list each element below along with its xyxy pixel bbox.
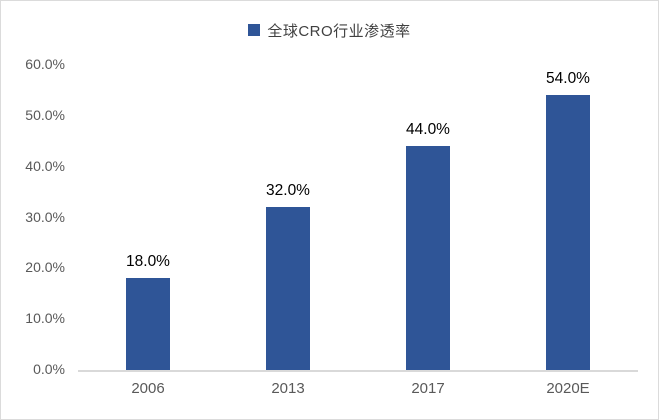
legend-label: 全球CRO行业渗透率 xyxy=(267,22,411,40)
bar xyxy=(406,146,450,370)
bar xyxy=(266,207,310,370)
x-tick-label: 2017 xyxy=(411,380,445,397)
bar xyxy=(126,278,170,370)
x-tick-label: 2006 xyxy=(131,380,165,397)
y-tick-label: 0.0% xyxy=(33,361,65,377)
bar-slot: 18.0% xyxy=(78,65,218,370)
bar-data-label: 32.0% xyxy=(266,182,310,199)
bar-data-label: 18.0% xyxy=(126,253,170,270)
bar-data-label: 44.0% xyxy=(406,121,450,138)
bar-data-label: 54.0% xyxy=(546,70,590,87)
y-axis: 0.0% 10.0% 20.0% 30.0% 40.0% 50.0% 60.0% xyxy=(1,56,65,377)
y-tick-label: 50.0% xyxy=(25,106,65,123)
y-tick-label: 20.0% xyxy=(25,259,65,276)
y-tick-label: 30.0% xyxy=(25,208,65,225)
y-tick-label: 40.0% xyxy=(25,157,65,174)
legend-marker-icon xyxy=(248,24,261,36)
x-tick-label: 2020E xyxy=(546,380,590,397)
x-axis: 2006 2013 2017 2020E xyxy=(78,380,638,397)
bar-slot: 44.0% xyxy=(358,65,498,370)
bar-slot: 32.0% xyxy=(218,65,358,370)
y-tick-label: 10.0% xyxy=(25,310,65,327)
chart-legend: 全球CRO行业渗透率 xyxy=(1,19,658,41)
plot-area: 18.0% 32.0% 44.0% 54.0% xyxy=(78,65,638,372)
y-tick-label: 60.0% xyxy=(25,56,65,72)
bar xyxy=(546,95,590,370)
bar-slot: 54.0% xyxy=(498,65,638,370)
x-tick-label: 2013 xyxy=(271,380,305,397)
